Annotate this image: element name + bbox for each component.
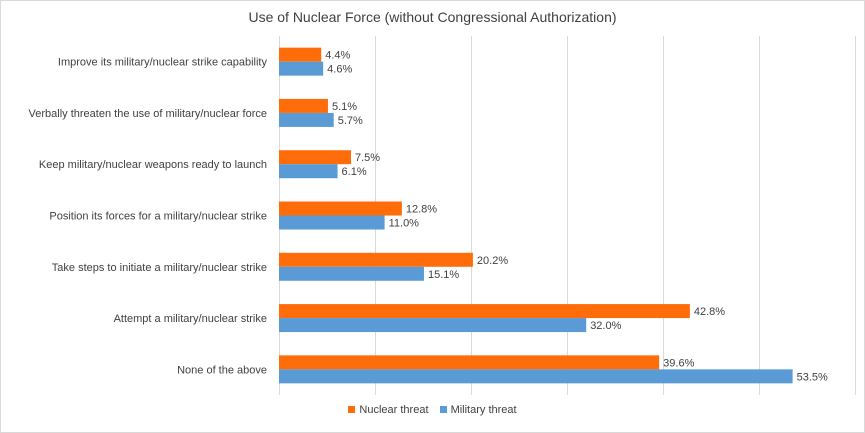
data-label: 39.6%: [663, 357, 694, 369]
legend-item-military: Military threat: [439, 404, 517, 416]
bar: [279, 304, 690, 319]
bar: [279, 164, 338, 179]
data-labels: 4.4% 4.6% 5.1% 5.7% 7.5% 6.1% 12.8% 11.0% 20.2% 1…: [325, 50, 828, 384]
category-label: Verbally threaten the use of military/nu…: [29, 108, 267, 120]
data-label: 15.1%: [428, 269, 459, 281]
category-label: Position its forces for a military/nucle…: [49, 211, 267, 223]
data-label: 32.0%: [590, 320, 621, 332]
data-label: 5.1%: [332, 101, 357, 113]
category-label: Attempt a military/nuclear strike: [114, 313, 267, 325]
legend-label-military: Military threat: [450, 404, 517, 416]
bar: [279, 369, 793, 384]
category-label: Keep military/nuclear weapons ready to l…: [39, 159, 267, 171]
category-label: None of the above: [177, 364, 267, 376]
data-label: 4.4%: [325, 50, 350, 62]
bar: [279, 201, 402, 216]
bar: [279, 112, 334, 127]
bar: [279, 98, 328, 113]
bar: [279, 61, 324, 76]
legend-swatch-nuclear: [348, 406, 356, 413]
bar: [279, 318, 587, 333]
data-label: 5.7%: [338, 115, 363, 127]
category-labels: Improve its military/nuclear strike capa…: [29, 57, 268, 377]
gridlines: [279, 36, 856, 395]
data-label: 11.0%: [389, 218, 420, 230]
data-label: 4.6%: [327, 64, 352, 76]
data-label: 20.2%: [477, 255, 508, 267]
data-label: 12.8%: [406, 204, 437, 216]
bar: [279, 355, 660, 370]
data-label: 6.1%: [342, 166, 367, 178]
category-label: Improve its military/nuclear strike capa…: [58, 57, 268, 69]
bar: [279, 215, 385, 230]
legend: Nuclear threat Military threat: [0, 404, 865, 416]
bar-series: [279, 47, 793, 384]
chart-title: Use of Nuclear Force (without Congressio…: [248, 9, 617, 25]
legend-item-nuclear: Nuclear threat: [348, 404, 429, 416]
bar: [279, 47, 322, 62]
legend-swatch-military: [439, 406, 447, 413]
bar: [279, 266, 424, 281]
category-label: Take steps to initiate a military/nuclea…: [52, 262, 267, 274]
data-label: 53.5%: [797, 371, 828, 383]
legend-label-nuclear: Nuclear threat: [359, 404, 429, 416]
bar: [279, 150, 351, 165]
bar: [279, 252, 473, 267]
data-label: 42.8%: [694, 306, 725, 318]
data-label: 7.5%: [355, 152, 380, 164]
